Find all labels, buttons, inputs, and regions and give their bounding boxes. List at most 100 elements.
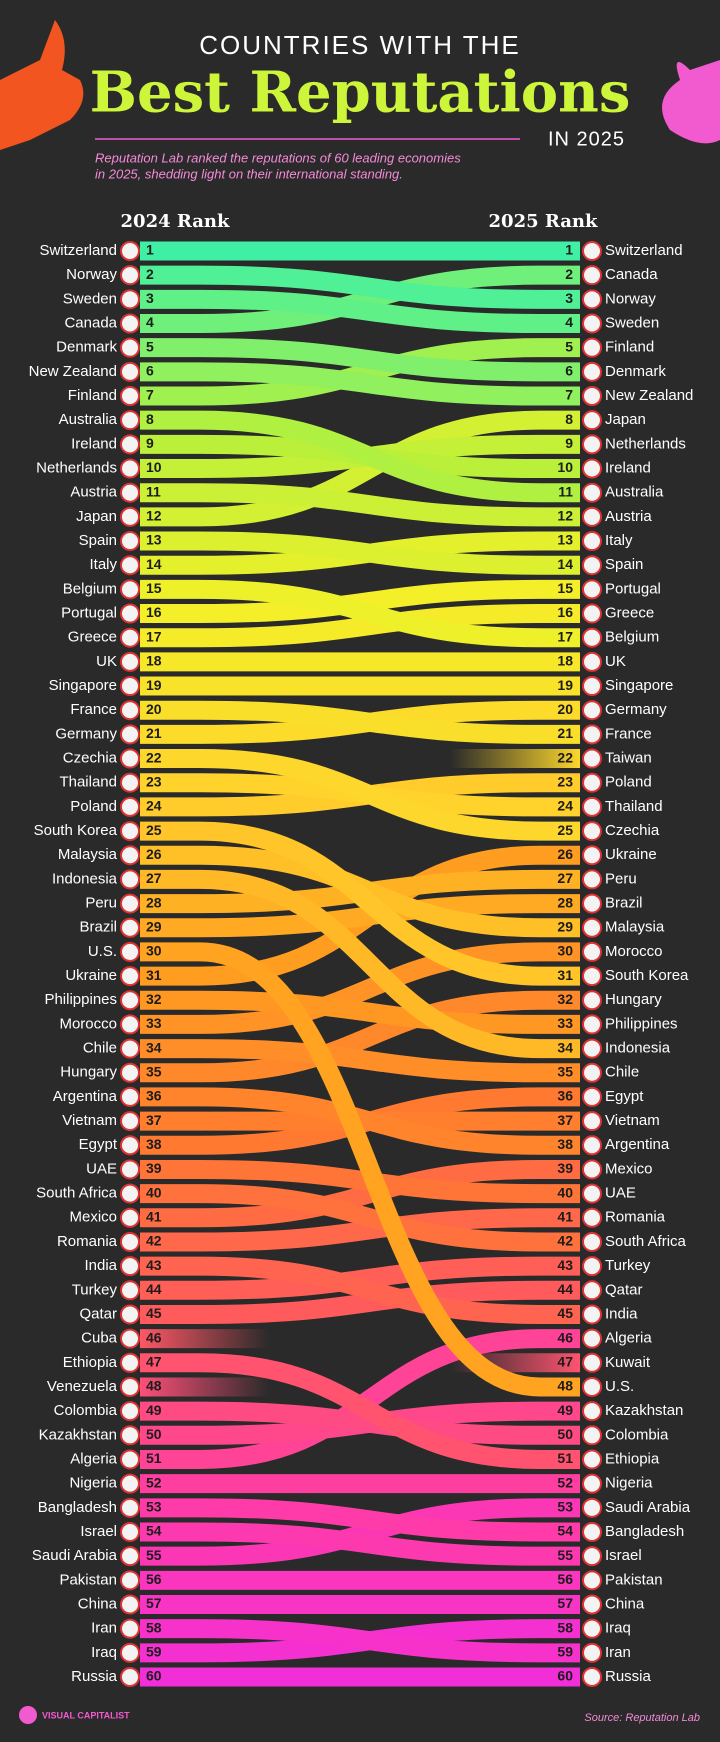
rank-label: 48 — [557, 1378, 573, 1394]
country-label: Philippines — [605, 1015, 678, 1032]
rank-label: 5 — [565, 338, 573, 354]
band — [140, 942, 580, 1034]
flag-icon — [120, 821, 140, 842]
flag-icon — [582, 361, 602, 382]
rank-label: 51 — [557, 1450, 573, 1466]
country-label: South Africa — [605, 1233, 687, 1250]
rank-label: 21 — [557, 725, 573, 741]
country-label: UAE — [86, 1160, 117, 1177]
rank-label: 45 — [146, 1305, 162, 1321]
rank-label: 6 — [565, 363, 573, 379]
flag-icon — [120, 1183, 140, 1204]
rank-label: 23 — [557, 773, 573, 789]
column-header: 2025 Rank — [489, 211, 598, 232]
flag-icon — [120, 1425, 140, 1446]
flag-icon — [120, 531, 140, 552]
flag-icon — [120, 941, 140, 962]
country-label: Germany — [605, 701, 667, 718]
rank-label: 18 — [146, 653, 162, 669]
flag-icon — [582, 1038, 602, 1059]
country-label: France — [605, 725, 652, 742]
flag-icon — [582, 917, 602, 938]
rank-label: 25 — [557, 822, 573, 838]
rank-label: 14 — [146, 556, 162, 572]
band — [140, 821, 580, 986]
rank-label: 32 — [557, 991, 573, 1007]
country-label: Finland — [605, 339, 654, 356]
flag-icon — [120, 1135, 140, 1156]
flag-icon — [120, 796, 140, 817]
flag-icon — [582, 1328, 602, 1349]
band — [140, 1353, 580, 1469]
flag-icon — [582, 386, 602, 407]
band — [140, 1087, 580, 1155]
rank-label: 45 — [557, 1305, 573, 1321]
rank-label: 54 — [557, 1523, 573, 1539]
flag-icon — [120, 966, 140, 987]
band — [140, 338, 580, 382]
rank-label: 59 — [557, 1644, 573, 1660]
flag-icon — [582, 1546, 602, 1567]
flag-icon — [582, 941, 602, 962]
flag-icon — [582, 1280, 602, 1301]
band — [140, 604, 580, 648]
flag-icon — [582, 337, 602, 358]
country-label: Iraq — [91, 1644, 117, 1661]
flag-icon — [582, 1401, 602, 1422]
flag-icon — [120, 1038, 140, 1059]
flag-icon — [120, 410, 140, 431]
band — [140, 1256, 580, 1324]
rank-label: 47 — [557, 1353, 573, 1369]
flag-icon — [120, 1352, 140, 1373]
rank-label: 16 — [146, 604, 162, 620]
country-label: Algeria — [70, 1450, 117, 1467]
country-label: Australia — [59, 411, 118, 428]
country-label: Chile — [605, 1064, 639, 1081]
rank-label: 40 — [557, 1184, 573, 1200]
flag-icon — [582, 724, 602, 745]
flag-icon — [120, 579, 140, 600]
flag-icon — [582, 1473, 602, 1494]
flag-icon — [120, 990, 140, 1011]
flag-icon — [582, 1618, 602, 1639]
rank-label: 2 — [565, 266, 573, 282]
country-label: Spain — [79, 532, 117, 549]
thumb-icon — [0, 20, 84, 150]
country-label: Egypt — [605, 1088, 644, 1105]
country-label: Greece — [605, 605, 654, 622]
flag-icon — [120, 772, 140, 793]
band — [140, 1280, 580, 1324]
rank-label: 41 — [557, 1208, 573, 1224]
country-label: France — [70, 701, 117, 718]
country-label: Belgium — [605, 629, 659, 646]
rank-label: 22 — [146, 749, 162, 765]
rank-label: 49 — [557, 1402, 573, 1418]
rank-label: 34 — [146, 1039, 162, 1055]
country-label: Colombia — [54, 1402, 118, 1419]
country-label: Russia — [71, 1668, 118, 1685]
flag-icon — [582, 1111, 602, 1132]
country-label: UK — [96, 653, 117, 670]
country-label: Hungary — [605, 991, 662, 1008]
flag-icon — [582, 1594, 602, 1615]
rank-label: 34 — [557, 1039, 573, 1055]
rank-label: 39 — [146, 1160, 162, 1176]
band — [140, 990, 580, 1083]
rank-label: 37 — [557, 1112, 573, 1128]
country-label: India — [84, 1257, 117, 1274]
rank-label: 3 — [146, 290, 154, 306]
rank-label: 22 — [557, 749, 573, 765]
flag-icon — [120, 917, 140, 938]
flag-icon — [120, 1401, 140, 1422]
rank-label: 11 — [146, 483, 161, 499]
rank-label: 4 — [565, 314, 573, 330]
flag-icon — [120, 482, 140, 503]
rank-label: 50 — [146, 1426, 162, 1442]
flag-icon — [120, 555, 140, 576]
country-label: New Zealand — [605, 387, 693, 404]
rank-label: 9 — [146, 435, 154, 451]
flag-icon — [582, 1352, 602, 1373]
rank-label: 38 — [146, 1136, 162, 1152]
band — [140, 1256, 580, 1300]
country-label: Kuwait — [605, 1354, 651, 1371]
